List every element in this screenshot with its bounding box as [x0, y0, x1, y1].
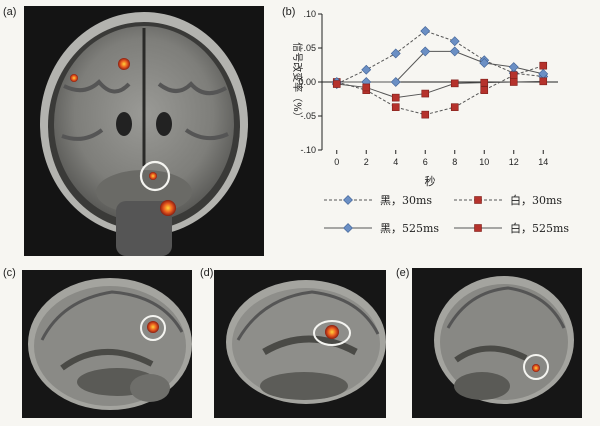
y-tick-label: 0.00	[298, 77, 316, 87]
x-tick-label: 0	[334, 157, 339, 167]
sagittal-brain-scan-e	[412, 268, 582, 418]
panel-label-b: (b)	[282, 6, 296, 18]
legend-entry: 黑，525ms	[324, 222, 439, 235]
data-point	[332, 80, 341, 88]
series-白，525ms	[332, 77, 548, 102]
data-point	[391, 93, 400, 102]
data-point	[390, 48, 401, 59]
legend-entry: 白，30ms	[454, 193, 562, 207]
y-tick-label: .05	[303, 43, 316, 53]
data-point	[480, 86, 489, 94]
data-point	[420, 26, 431, 36]
x-tick-label: 10	[479, 157, 489, 167]
data-point	[449, 36, 460, 47]
data-point	[480, 78, 489, 87]
x-tick-label: 2	[364, 157, 369, 167]
data-point	[421, 89, 430, 98]
y-axis-label: 信号改变率（%）	[291, 42, 304, 122]
data-point	[343, 195, 353, 205]
series-line	[336, 65, 544, 116]
series-line	[336, 30, 544, 85]
y-tick-label: .10	[303, 9, 316, 19]
x-tick-label: 4	[393, 157, 398, 167]
y-tick-label: -.10	[300, 145, 316, 155]
data-point	[509, 71, 518, 79]
legend-entry: 黑，30ms	[324, 194, 432, 207]
data-point	[539, 77, 548, 86]
x-tick-label: 8	[452, 157, 457, 167]
x-tick-label: 6	[423, 157, 428, 167]
data-point	[509, 78, 518, 86]
sagittal-brain-scan-c	[22, 270, 192, 418]
sagittal-brain-scan-d	[214, 270, 386, 418]
legend-label: 黑，525ms	[380, 222, 439, 235]
x-tick-label: 12	[509, 157, 519, 167]
series-line	[336, 80, 544, 99]
legend-entry: 白，525ms	[454, 221, 569, 235]
data-point	[508, 62, 519, 72]
data-point	[449, 46, 460, 57]
data-point	[450, 79, 459, 88]
legend-label: 黑，30ms	[380, 194, 432, 207]
data-point	[391, 103, 400, 111]
x-tick-label: 14	[538, 157, 548, 167]
panel-label-d: (d)	[200, 267, 214, 279]
data-point	[361, 64, 372, 75]
data-point	[539, 61, 548, 70]
data-point	[390, 77, 401, 87]
x-axis-label: 秒	[425, 174, 436, 188]
y-tick-label: -.05	[300, 111, 316, 121]
data-point	[479, 58, 490, 68]
panel-label-c: (c)	[3, 267, 16, 279]
panel-label-e: (e)	[396, 267, 410, 279]
coronal-brain-scan	[24, 6, 264, 256]
data-point	[420, 46, 431, 57]
panel-label-a: (a)	[3, 6, 17, 18]
legend-label: 白，30ms	[510, 193, 562, 207]
data-point	[450, 103, 459, 111]
legend-label: 白，525ms	[510, 221, 569, 235]
signal-change-chart: .10.050.00-.05-.10 0 2 4 6 8 10 12 14 信号改变率（%） …	[291, 9, 569, 235]
data-point	[343, 223, 353, 233]
data-point	[474, 224, 482, 232]
data-point	[421, 110, 430, 119]
data-point	[362, 83, 371, 92]
data-point	[474, 196, 482, 204]
